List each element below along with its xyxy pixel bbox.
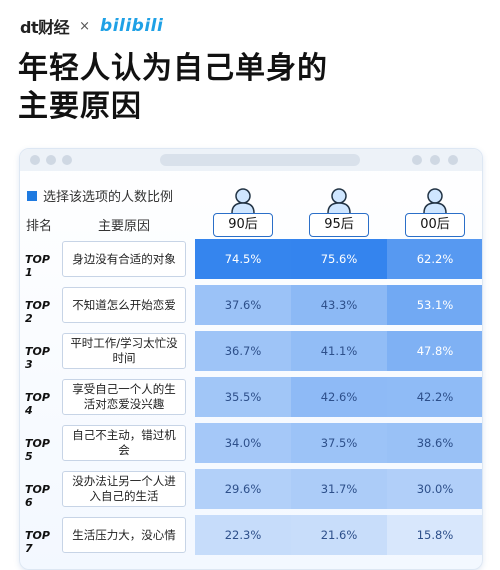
rank-label: TOP 7	[25, 529, 50, 555]
window-dot	[46, 155, 56, 165]
value-cell: 74.5%	[195, 239, 291, 279]
value-cell: 15.8%	[387, 515, 482, 555]
rank-label: TOP 1	[25, 253, 50, 279]
value-cell: 30.0%	[387, 469, 482, 509]
value-cell: 37.5%	[291, 423, 387, 463]
value-cell: 43.3%	[291, 285, 387, 325]
person-icon	[231, 188, 255, 213]
value-cell: 38.6%	[387, 423, 482, 463]
value-cell: 34.0%	[195, 423, 291, 463]
window-dot	[430, 155, 440, 165]
reason-header: 主要原因	[98, 219, 151, 234]
series-label: 00后	[405, 213, 465, 237]
value-cell: 62.2%	[387, 239, 482, 279]
rank-label: TOP 3	[25, 345, 50, 371]
rank-label: TOP 2	[25, 299, 50, 325]
legend-label: 选择该选项的人数比例	[43, 190, 174, 205]
value-cell: 41.1%	[291, 331, 387, 371]
value-cell: 42.6%	[291, 377, 387, 417]
series-header: 00后	[403, 187, 467, 241]
value-cell: 29.6%	[195, 469, 291, 509]
reason-label: 身边没有合适的对象	[62, 241, 186, 277]
window-dot	[448, 155, 458, 165]
rank-label: TOP 6	[25, 483, 50, 509]
value-cell: 21.6%	[291, 515, 387, 555]
reason-label: 没办法让另一个人进入自己的生活	[62, 471, 186, 507]
brand-bar: dt财经 × bilibili	[20, 14, 163, 38]
window-bar	[20, 149, 482, 171]
brand-logo-dt: dt财经	[20, 18, 70, 37]
value-cell: 35.5%	[195, 377, 291, 417]
page-title: 年轻人认为自己单身的 主要原因	[18, 50, 328, 126]
reason-label: 平时工作/学习太忙没时间	[62, 333, 186, 369]
rank-label: TOP 5	[25, 437, 50, 463]
value-cell: 75.6%	[291, 239, 387, 279]
series-header: 90后	[211, 187, 275, 241]
value-cell: 31.7%	[291, 469, 387, 509]
rank-header: 排名	[26, 219, 53, 234]
reason-label: 不知道怎么开始恋爱	[62, 287, 186, 323]
series-header: 95后	[307, 187, 371, 241]
title-line-2: 主要原因	[18, 89, 142, 124]
bilibili-logo: bilibili	[100, 16, 164, 36]
value-cell: 42.2%	[387, 377, 482, 417]
rank-label: TOP 4	[25, 391, 50, 417]
series-label: 95后	[309, 213, 369, 237]
person-icon	[423, 188, 447, 213]
window-dot	[30, 155, 40, 165]
person-icon	[327, 188, 351, 213]
title-line-1: 年轻人认为自己单身的	[18, 51, 328, 86]
legend-square-icon	[27, 190, 37, 201]
reason-label: 享受自己一个人的生活对恋爱没兴趣	[62, 379, 186, 415]
value-cell: 47.8%	[387, 331, 482, 371]
brand-separator: ×	[79, 18, 91, 34]
reason-label: 自己不主动，错过机会	[62, 425, 186, 461]
reason-label: 生活压力大，没心情	[62, 517, 186, 553]
value-cell: 22.3%	[195, 515, 291, 555]
window-dot	[412, 155, 422, 165]
chart-card: 选择该选项的人数比例 排名 主要原因 90后 95后 00后 TOP 1 身边没有合适…	[19, 148, 483, 570]
value-cell: 37.6%	[195, 285, 291, 325]
series-label: 90后	[213, 213, 273, 237]
value-cell: 36.7%	[195, 331, 291, 371]
value-cell: 53.1%	[387, 285, 482, 325]
address-bar	[160, 154, 360, 166]
window-dot	[62, 155, 72, 165]
chart-legend: 选择该选项的人数比例	[27, 186, 173, 205]
